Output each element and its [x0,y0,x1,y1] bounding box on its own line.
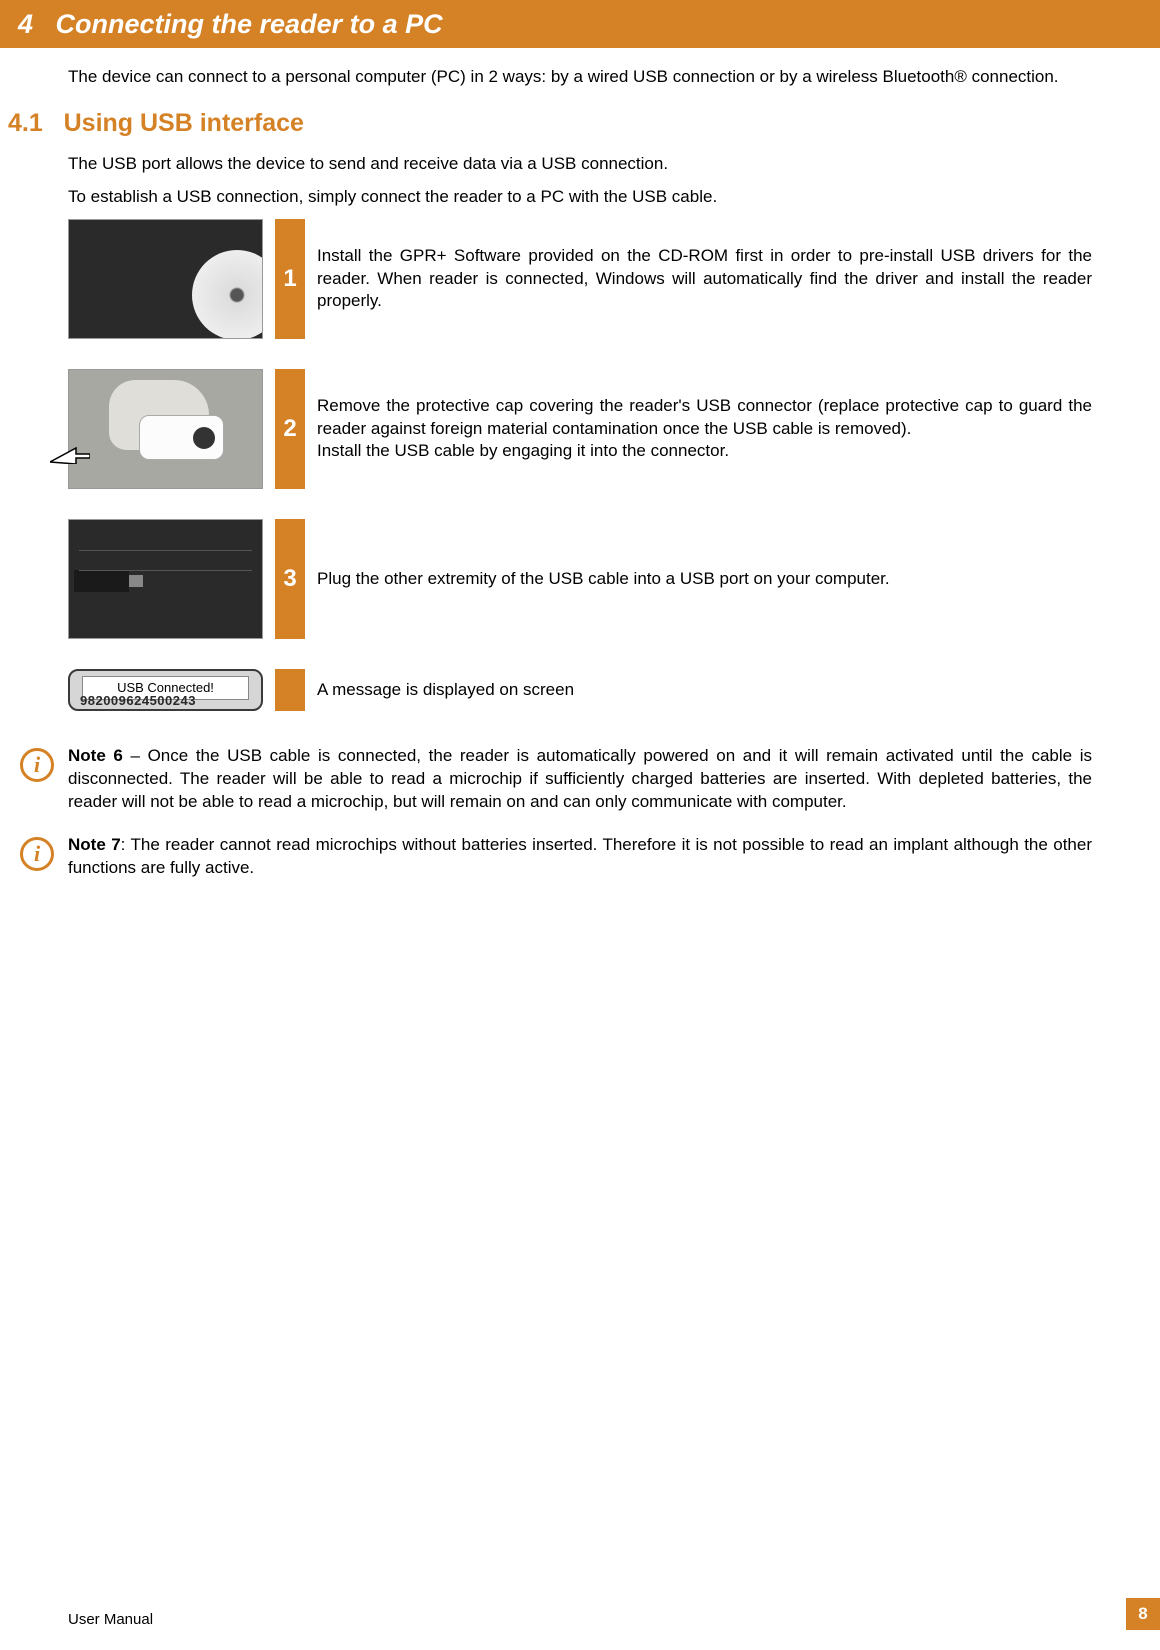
usb-keyboard-image [68,519,263,639]
step-3-number: 3 [275,519,305,639]
step-2-image [68,369,263,489]
footer: User Manual 8 [68,1598,1160,1630]
note-7-label: Note 7 [68,835,121,854]
paragraph-1: The USB port allows the device to send a… [68,153,1092,176]
chapter-header: 4 Connecting the reader to a PC [0,0,1160,48]
step-4-text: A message is displayed on screen [317,669,1092,711]
info-icon: i [20,748,54,782]
intro-text: The device can connect to a personal com… [68,66,1092,89]
info-icon: i [20,837,54,871]
chapter-number: 4 [18,9,33,39]
section-number: 4.1 [8,109,43,137]
step-3-image [68,519,263,639]
step-3-row: 3 Plug the other extremity of the USB ca… [68,519,1092,639]
info-circle-icon: i [20,748,54,782]
step-4-image: USB Connected! 982009624500243 [68,669,263,711]
section-heading: 4.1 Using USB interface [8,107,1092,141]
note-6-text: Note 6 – Once the USB cable is connected… [68,745,1092,814]
step-4-row: USB Connected! 982009624500243 A message… [68,669,1092,711]
device-screen: USB Connected! 982009624500243 [68,669,263,711]
step-1-text: Install the GPR+ Software provided on th… [317,219,1092,339]
section-title-text: Using USB interface [64,109,304,137]
paragraph-2: To establish a USB connection, simply co… [68,186,1092,209]
hand-reader-image [68,369,263,489]
arrow-icon [50,444,90,464]
step-3-text: Plug the other extremity of the USB cabl… [317,519,1092,639]
footer-label: User Manual [68,1610,153,1630]
note-6-label: Note 6 [68,746,123,765]
step-1-number: 1 [275,219,305,339]
info-circle-icon: i [20,837,54,871]
step-1-row: 1 Install the GPR+ Software provided on … [68,219,1092,339]
note-7-row: i Note 7: The reader cannot read microch… [68,834,1092,880]
step-4-number [275,669,305,711]
content-area: The device can connect to a personal com… [0,66,1160,879]
screen-under-text: 982009624500243 [80,692,196,710]
note-7-text: Note 7: The reader cannot read microchip… [68,834,1092,880]
step-2-row: 2 Remove the protective cap covering the… [68,369,1092,489]
step-2-number: 2 [275,369,305,489]
page-number: 8 [1126,1598,1160,1630]
step-2-text: Remove the protective cap covering the r… [317,369,1092,489]
note-6-row: i Note 6 – Once the USB cable is connect… [68,745,1092,814]
step-1-image [68,219,263,339]
chapter-title: Connecting the reader to a PC [56,9,443,39]
laptop-cd-image [68,219,263,339]
